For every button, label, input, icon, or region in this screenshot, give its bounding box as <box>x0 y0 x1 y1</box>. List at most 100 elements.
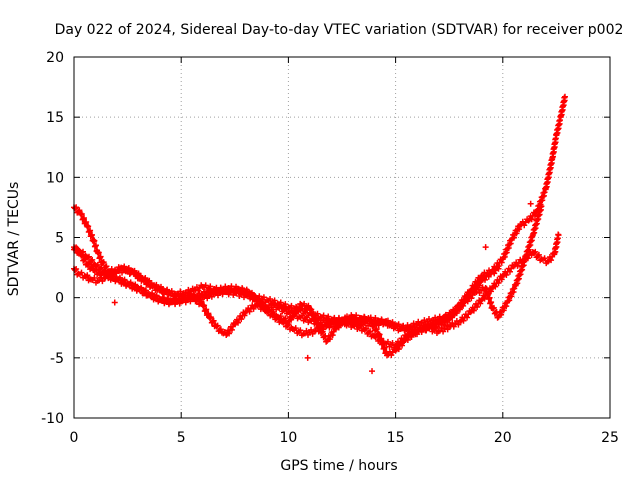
data-point <box>168 288 175 295</box>
data-point <box>288 302 295 309</box>
data-point <box>381 344 388 351</box>
series-track-a <box>71 93 568 336</box>
data-point <box>541 255 548 262</box>
data-point <box>89 263 96 270</box>
data-point <box>452 306 459 313</box>
data-point <box>469 287 476 294</box>
data-point <box>270 309 277 316</box>
data-point <box>193 284 200 291</box>
data-point <box>87 227 94 234</box>
data-point <box>198 298 205 305</box>
data-point <box>308 306 315 313</box>
data-point <box>72 245 79 252</box>
data-point <box>312 315 319 322</box>
data-point <box>266 306 273 313</box>
data-point <box>235 319 242 326</box>
data-point <box>92 266 99 273</box>
data-point <box>378 335 385 342</box>
data-point <box>421 323 428 330</box>
data-point <box>125 264 132 271</box>
data-point <box>513 230 520 237</box>
y-tick-label: 0 <box>55 291 64 307</box>
data-point <box>525 217 532 224</box>
data-point <box>113 270 120 277</box>
data-point <box>217 284 224 291</box>
data-point <box>251 294 258 301</box>
data-point <box>486 294 493 301</box>
data-point <box>380 340 387 347</box>
data-point <box>94 261 101 268</box>
data-point <box>72 266 79 273</box>
data-point <box>127 280 134 287</box>
data-point <box>444 313 451 320</box>
data-point <box>555 232 562 239</box>
data-point <box>368 318 375 325</box>
data-point <box>159 294 166 301</box>
data-point <box>335 324 342 331</box>
data-point <box>544 258 551 265</box>
data-point <box>383 317 390 324</box>
data-point <box>367 318 374 325</box>
data-point <box>99 269 106 276</box>
data-point <box>153 281 160 288</box>
data-point <box>372 326 379 333</box>
data-point <box>98 264 105 271</box>
data-point <box>361 313 368 320</box>
data-point <box>470 307 477 314</box>
x-tick-label: 25 <box>601 430 619 446</box>
data-point <box>516 226 523 233</box>
data-point <box>303 327 310 334</box>
data-point <box>442 316 449 323</box>
data-point <box>483 285 490 292</box>
data-point <box>531 249 538 256</box>
data-point <box>203 306 210 313</box>
y-tick-label: 20 <box>46 50 64 66</box>
data-point <box>371 321 378 328</box>
y-tick-label: 10 <box>46 170 64 186</box>
data-point <box>194 295 201 302</box>
data-point <box>389 339 396 346</box>
data-point <box>412 327 419 334</box>
data-point <box>482 276 489 283</box>
x-tick-label: 10 <box>279 430 297 446</box>
data-point <box>323 315 330 322</box>
data-point <box>482 244 489 251</box>
data-point <box>292 325 299 332</box>
data-point <box>331 314 338 321</box>
data-point <box>231 321 238 328</box>
data-point <box>478 277 485 284</box>
data-point <box>459 302 466 309</box>
data-point <box>211 285 218 292</box>
data-point <box>97 253 104 260</box>
data-point <box>326 336 333 343</box>
data-point <box>464 314 471 321</box>
data-point <box>500 307 507 314</box>
data-point <box>164 286 171 293</box>
data-point <box>84 261 91 268</box>
data-point <box>86 253 93 260</box>
grid <box>74 57 610 418</box>
data-point <box>464 296 471 303</box>
data-points <box>71 93 568 375</box>
data-point <box>116 275 123 282</box>
data-point <box>528 216 535 223</box>
data-point <box>89 256 96 263</box>
data-point <box>226 330 233 337</box>
data-point <box>82 256 89 263</box>
data-point <box>190 294 197 301</box>
data-point <box>319 328 326 335</box>
data-point <box>489 305 496 312</box>
data-point <box>492 309 499 316</box>
data-point <box>449 320 456 327</box>
data-point <box>206 287 213 293</box>
y-tick-label: -10 <box>41 411 64 427</box>
data-point <box>228 326 235 333</box>
data-point <box>79 251 86 258</box>
data-point <box>498 276 505 283</box>
y-tick-label: -5 <box>50 351 64 367</box>
data-point <box>339 320 345 327</box>
data-point <box>535 251 542 258</box>
data-point <box>561 93 568 100</box>
axis-ticks: 0 5 10 15 20 25 -10 -5 0 5 10 15 20 <box>41 50 619 446</box>
data-point <box>376 331 383 338</box>
